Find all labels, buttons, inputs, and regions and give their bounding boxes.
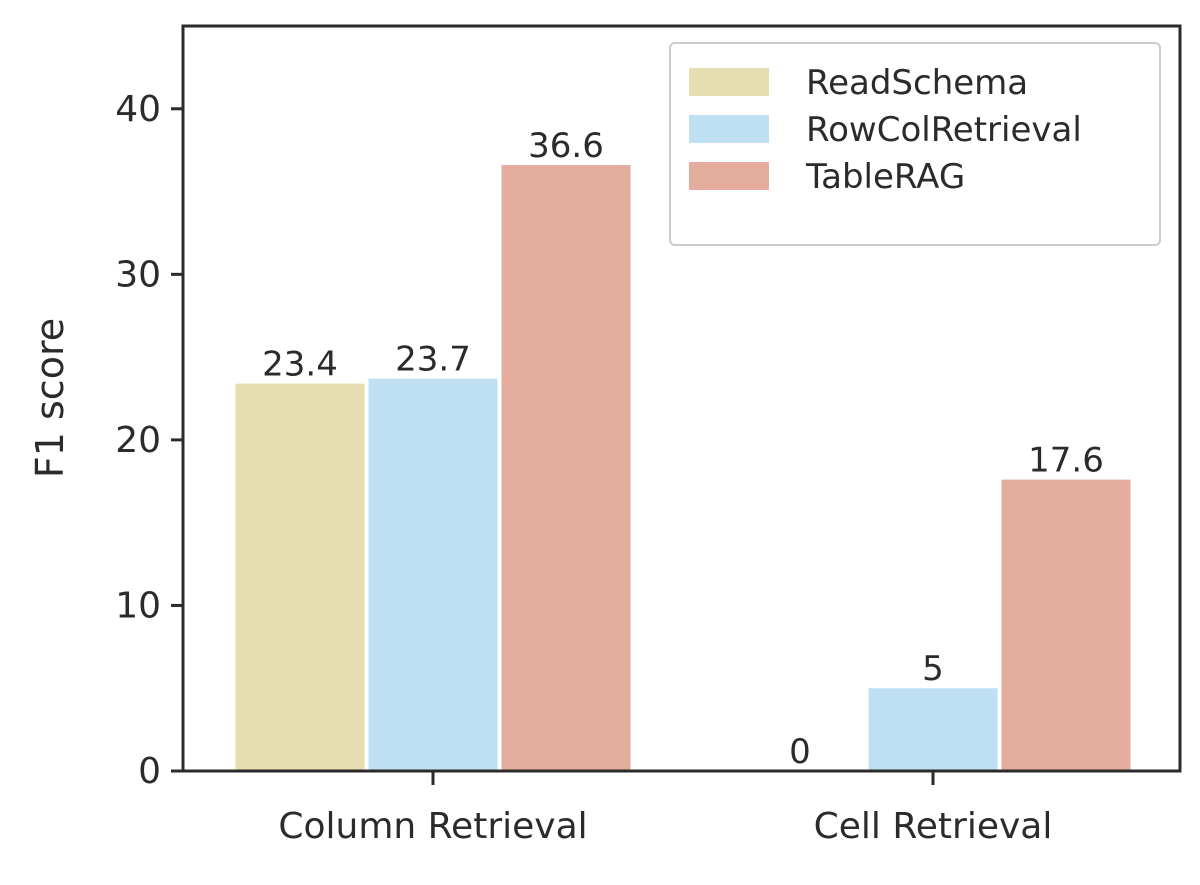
y-axis: 0 10 20 30 40: [115, 89, 183, 792]
bar-label-tablerag-column-retrieval: 36.6: [528, 126, 604, 166]
bar-tablerag-column-retrieval: [501, 165, 631, 772]
y-tick-label: 40: [115, 89, 161, 130]
bar-tablerag-cell-retrieval: [1001, 479, 1131, 771]
bar-labels-layer: 23.4 0 23.7 5 36.6 17.6: [262, 126, 1104, 772]
legend-swatch-tablerag: [689, 162, 769, 190]
y-tick-label: 30: [115, 254, 161, 295]
y-tick-label: 20: [115, 420, 161, 461]
bars-layer: [235, 165, 1131, 772]
y-tick-label: 10: [115, 585, 161, 626]
legend-label-tablerag: TableRAG: [805, 157, 965, 197]
bar-readschema-column-retrieval: [235, 383, 365, 771]
x-tick-label-cell-retrieval: Cell Retrieval: [814, 806, 1053, 847]
bar-label-tablerag-cell-retrieval: 17.6: [1028, 441, 1104, 481]
plot-frame: [181, 24, 1182, 773]
x-tick-label-column-retrieval: Column Retrieval: [278, 806, 587, 847]
bar-label-readschema-column-retrieval: 23.4: [262, 345, 338, 385]
bar-rowcolretrieval-cell-retrieval: [868, 688, 998, 771]
bar-label-rowcolretrieval-cell-retrieval: 5: [922, 649, 944, 689]
legend-label-readschema: ReadSchema: [806, 63, 1028, 103]
bar-label-readschema-cell-retrieval: 0: [789, 732, 811, 772]
legend: ReadSchema RowColRetrieval TableRAG: [669, 42, 1161, 246]
y-axis-label: F1 score: [28, 318, 72, 478]
x-axis: Column Retrieval Cell Retrieval: [278, 771, 1052, 847]
legend-swatch-rowcolretrieval: [689, 115, 769, 143]
legend-box: [669, 42, 1161, 246]
y-tick-label: 0: [138, 751, 161, 792]
legend-label-rowcolretrieval: RowColRetrieval: [806, 110, 1082, 150]
bar-rowcolretrieval-column-retrieval: [368, 378, 498, 771]
bar-label-rowcolretrieval-column-retrieval: 23.7: [395, 340, 471, 380]
legend-swatch-readschema: [689, 68, 769, 96]
